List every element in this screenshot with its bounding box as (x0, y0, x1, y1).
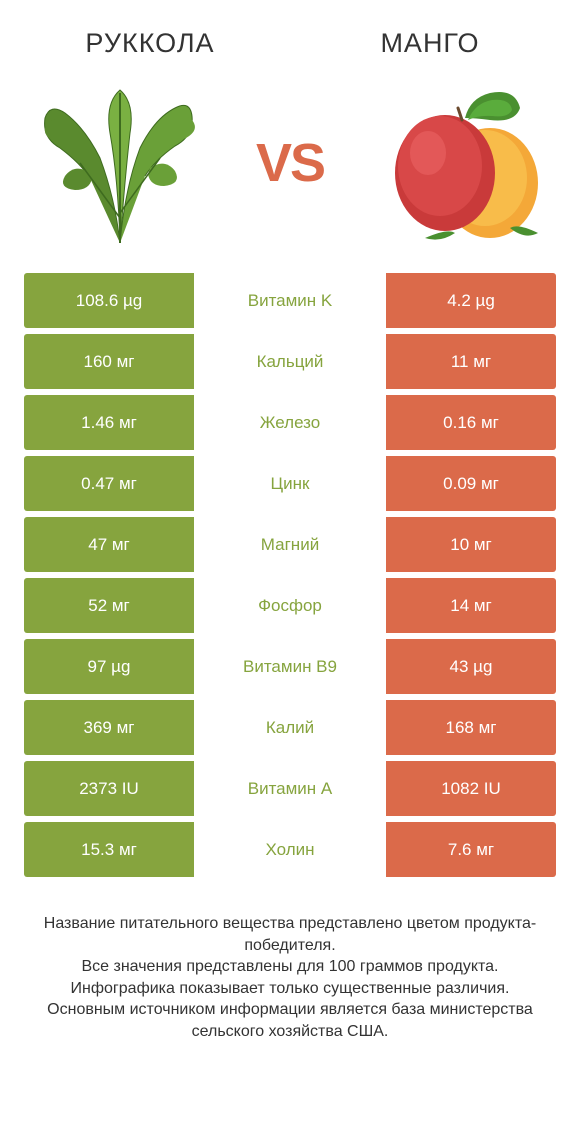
left-value-cell: 47 мг (24, 517, 194, 572)
comparison-table: 108.6 µgВитамин K4.2 µg 160 мгКальций11 м… (0, 273, 580, 883)
footer-line: Инфографика показывает только существенн… (28, 978, 552, 1000)
left-value-cell: 369 мг (24, 700, 194, 755)
nutrient-name-cell: Магний (194, 517, 386, 572)
left-value-cell: 1.46 мг (24, 395, 194, 450)
nutrient-name-cell: Калий (194, 700, 386, 755)
nutrient-name-cell: Витамин A (194, 761, 386, 816)
images-row: VS (0, 73, 580, 273)
left-value-cell: 108.6 µg (24, 273, 194, 328)
left-value-cell: 52 мг (24, 578, 194, 633)
footer-line: Название питательного вещества представл… (28, 913, 552, 956)
table-row: 97 µgВитамин B943 µg (24, 639, 556, 694)
header: РУККОЛА MАНГО (0, 0, 580, 73)
table-row: 52 мгФосфор14 мг (24, 578, 556, 633)
left-food-title: РУККОЛА (10, 28, 290, 59)
nutrient-name-cell: Кальций (194, 334, 386, 389)
table-row: 0.47 мгЦинк0.09 мг (24, 456, 556, 511)
footer-text: Название питательного вещества представл… (0, 883, 580, 1043)
left-value-cell: 15.3 мг (24, 822, 194, 877)
nutrient-name-cell: Фосфор (194, 578, 386, 633)
left-value-cell: 160 мг (24, 334, 194, 389)
right-value-cell: 0.09 мг (386, 456, 556, 511)
right-value-cell: 7.6 мг (386, 822, 556, 877)
right-value-cell: 1082 IU (386, 761, 556, 816)
right-food-title: MАНГО (290, 28, 570, 59)
nutrient-name-cell: Холин (194, 822, 386, 877)
table-row: 15.3 мгХолин7.6 мг (24, 822, 556, 877)
nutrient-name-cell: Цинк (194, 456, 386, 511)
left-value-cell: 97 µg (24, 639, 194, 694)
table-row: 160 мгКальций11 мг (24, 334, 556, 389)
table-row: 1.46 мгЖелезо0.16 мг (24, 395, 556, 450)
footer-line: Все значения представлены для 100 граммо… (28, 956, 552, 978)
left-value-cell: 2373 IU (24, 761, 194, 816)
nutrient-name-cell: Витамин K (194, 273, 386, 328)
arugula-image (30, 78, 210, 248)
table-row: 47 мгМагний10 мг (24, 517, 556, 572)
right-value-cell: 4.2 µg (386, 273, 556, 328)
table-row: 108.6 µgВитамин K4.2 µg (24, 273, 556, 328)
right-value-cell: 0.16 мг (386, 395, 556, 450)
table-row: 369 мгКалий168 мг (24, 700, 556, 755)
right-value-cell: 10 мг (386, 517, 556, 572)
right-value-cell: 43 µg (386, 639, 556, 694)
table-row: 2373 IUВитамин A1082 IU (24, 761, 556, 816)
nutrient-name-cell: Железо (194, 395, 386, 450)
right-value-cell: 168 мг (386, 700, 556, 755)
nutrient-name-cell: Витамин B9 (194, 639, 386, 694)
left-value-cell: 0.47 мг (24, 456, 194, 511)
footer-line: Основным источником информации является … (28, 999, 552, 1042)
right-value-cell: 11 мг (386, 334, 556, 389)
vs-label: VS (256, 132, 324, 194)
right-value-cell: 14 мг (386, 578, 556, 633)
infographic-container: РУККОЛА MАНГО VS (0, 0, 580, 1144)
mango-image (370, 78, 550, 248)
